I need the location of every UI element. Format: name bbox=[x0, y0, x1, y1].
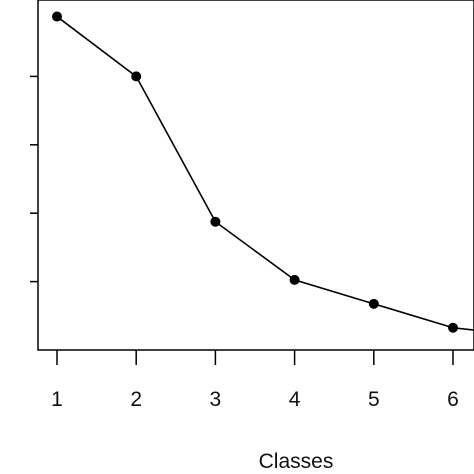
x-tick-label: 4 bbox=[289, 388, 301, 411]
data-point bbox=[131, 71, 142, 82]
data-point bbox=[368, 298, 379, 309]
y-axis-ticks bbox=[30, 75, 38, 283]
x-tick-label: 5 bbox=[368, 388, 380, 411]
data-point bbox=[52, 11, 62, 22]
x-tick-label: 1 bbox=[51, 388, 63, 411]
x-tick-label: 2 bbox=[130, 388, 142, 411]
plot-frame bbox=[37, 0, 474, 351]
data-point bbox=[448, 322, 458, 333]
x-axis: 1 2 3 4 5 6 bbox=[51, 350, 459, 411]
x-tick-label: 6 bbox=[447, 388, 459, 411]
x-tick-label: 3 bbox=[210, 388, 222, 411]
data-point bbox=[289, 274, 300, 285]
data-point bbox=[210, 216, 221, 227]
series-layer bbox=[52, 11, 474, 333]
x-axis-label: Classes bbox=[259, 450, 334, 473]
series-line bbox=[56, 15, 474, 331]
